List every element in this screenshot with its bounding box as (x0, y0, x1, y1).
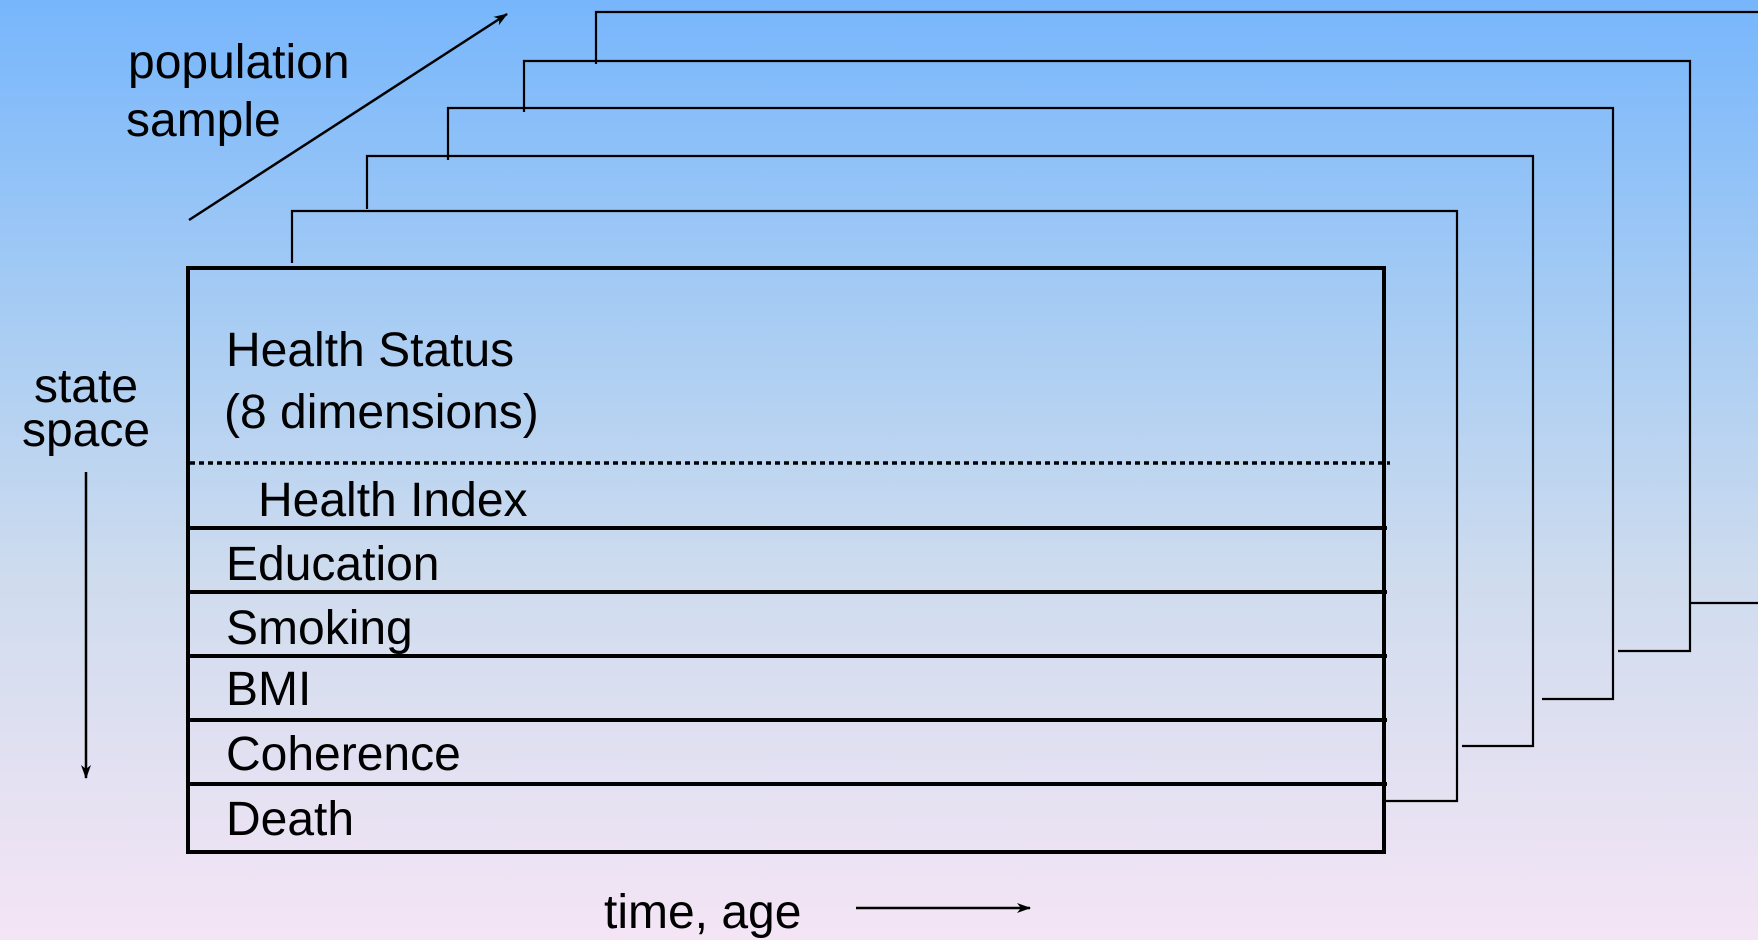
population-sample-label-line1: population (128, 36, 350, 89)
state-space-label-line2: space (22, 404, 150, 457)
population-sample-label-line2: sample (126, 94, 281, 147)
front-panel: Health Status (8 dimensions) Health Inde… (186, 266, 1390, 854)
time-age-axis: time, age (604, 886, 1031, 939)
stacked-panel-3 (446, 106, 1615, 701)
row-death: Death (226, 793, 354, 846)
state-space-label-line1: state (34, 360, 138, 413)
population-sample-arrow (188, 12, 508, 222)
row-health-index: Health Index (258, 474, 528, 527)
row-education: Education (226, 538, 440, 591)
health-status-title: Health Status (226, 324, 514, 377)
state-space-axis: state space (22, 360, 150, 779)
stacked-panels (290, 10, 1758, 803)
stacked-panel-1 (290, 209, 1459, 803)
row-smoking: Smoking (226, 602, 413, 655)
row-coherence: Coherence (226, 728, 461, 781)
stacked-panel-4 (522, 59, 1692, 653)
health-status-subtitle: (8 dimensions) (224, 386, 539, 439)
stacked-panel-5 (594, 10, 1758, 64)
row-bmi: BMI (226, 663, 311, 716)
stacked-panel-2 (365, 154, 1535, 748)
population-sample-axis: population sample (126, 12, 508, 222)
front-panel-border (186, 266, 1386, 854)
time-age-label: time, age (604, 886, 801, 939)
